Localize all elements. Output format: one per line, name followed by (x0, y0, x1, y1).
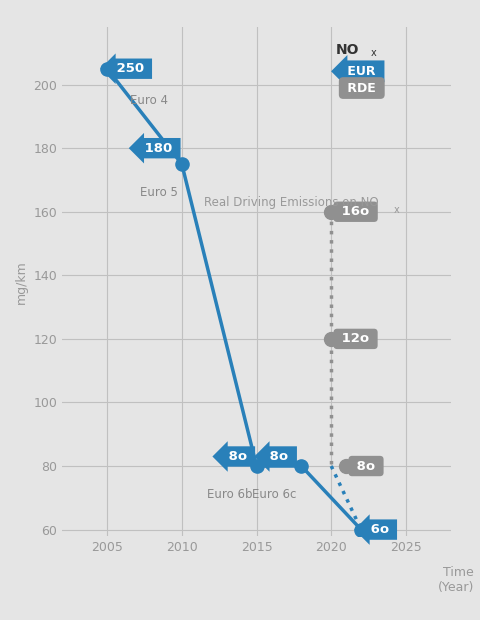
Text: 8o: 8o (224, 450, 252, 463)
Text: 6o: 6o (366, 523, 393, 536)
Text: 12o: 12o (337, 332, 374, 345)
Point (357, 525, 365, 534)
Text: 16o: 16o (337, 205, 374, 218)
Text: NO: NO (336, 43, 360, 56)
Text: Euro 5: Euro 5 (140, 187, 178, 199)
Text: x: x (394, 205, 400, 215)
X-axis label: Time
(Year): Time (Year) (438, 567, 474, 595)
Text: Euro 6c: Euro 6c (252, 489, 297, 502)
Point (327, 334, 335, 344)
Text: EUR: EUR (343, 65, 380, 78)
Text: RDE: RDE (343, 82, 380, 94)
Text: Euro 4: Euro 4 (130, 94, 168, 107)
Point (178, 159, 186, 169)
Y-axis label: mg/km: mg/km (15, 260, 28, 304)
Point (252, 461, 260, 471)
Text: x: x (371, 48, 376, 58)
Text: 180: 180 (140, 142, 177, 154)
Point (327, 207, 335, 217)
Point (298, 461, 305, 471)
Point (103, 64, 111, 74)
Point (342, 461, 350, 471)
Text: 8o: 8o (352, 459, 380, 472)
Text: Real Driving Emissions on NO: Real Driving Emissions on NO (204, 196, 379, 209)
Text: 250: 250 (111, 62, 148, 75)
Text: 8o: 8o (265, 450, 293, 463)
Text: Euro 6b: Euro 6b (207, 489, 252, 502)
